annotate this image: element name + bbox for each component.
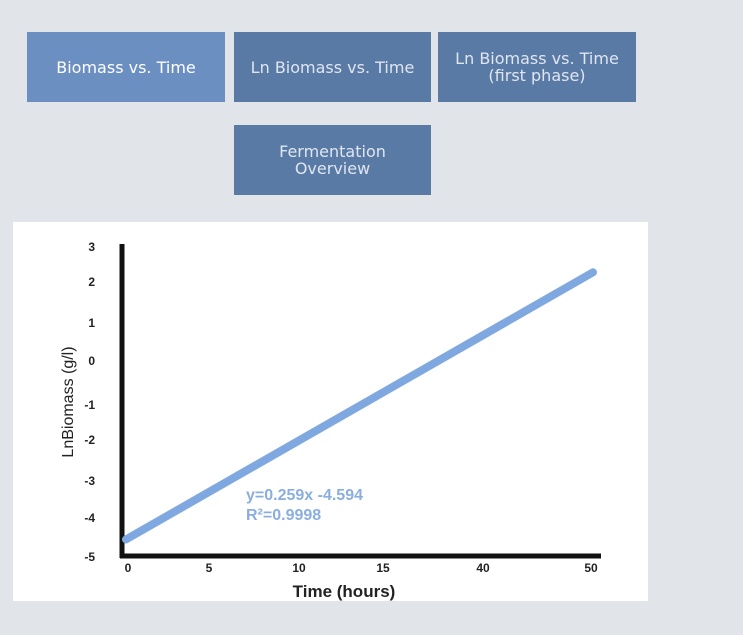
y-axis-label: LnBiomass (g/l) <box>60 346 77 457</box>
y-tick-label: 3 <box>88 240 95 254</box>
tab-label: Biomass vs. Time <box>56 57 196 77</box>
regression-equation: y=0.259x -4.594 <box>246 487 363 504</box>
x-axis-label: Time (hours) <box>293 582 396 601</box>
chart-panel: 3 2 1 0 -1 -2 -3 -4 -5 0 5 10 15 40 50 LnBiomass (g/l… <box>13 222 648 601</box>
x-tick-label: 0 <box>125 561 132 575</box>
series-layer <box>122 268 597 544</box>
x-tick-label: 40 <box>476 561 490 575</box>
tab-label: Ln Biomass vs. Time <box>250 57 415 77</box>
x-tick-label: 5 <box>206 561 213 575</box>
y-tick-label: 0 <box>88 354 95 368</box>
tab-label: Ln Biomass vs. Time (first phase) <box>455 49 619 85</box>
tab-biomass-vs-time[interactable]: Biomass vs. Time <box>27 32 225 102</box>
r-squared-label: R²=0.9998 <box>246 507 321 524</box>
y-tick-label: -5 <box>84 550 95 564</box>
x-tick-label: 15 <box>376 561 390 575</box>
y-tick-label: 1 <box>88 316 95 330</box>
y-tick-label: 2 <box>88 275 95 289</box>
y-tick-label: -2 <box>84 433 95 447</box>
x-axis-ticks: 0 5 10 15 40 50 <box>125 561 598 575</box>
y-axis-ticks: 3 2 1 0 -1 -2 -3 -4 -5 <box>84 240 95 564</box>
tab-ln-biomass-vs-time[interactable]: Ln Biomass vs. Time <box>234 32 431 102</box>
y-tick-label: -1 <box>84 398 95 412</box>
y-tick-label: -3 <box>84 474 95 488</box>
regression-line <box>122 268 597 544</box>
x-tick-label: 10 <box>292 561 306 575</box>
y-tick-label: -4 <box>84 511 95 525</box>
tab-label: Fermentation Overview <box>279 142 386 178</box>
tab-fermentation-overview[interactable]: Fermentation Overview <box>234 125 431 195</box>
x-tick-label: 50 <box>584 561 598 575</box>
tab-ln-biomass-first-phase[interactable]: Ln Biomass vs. Time (first phase) <box>438 32 636 102</box>
